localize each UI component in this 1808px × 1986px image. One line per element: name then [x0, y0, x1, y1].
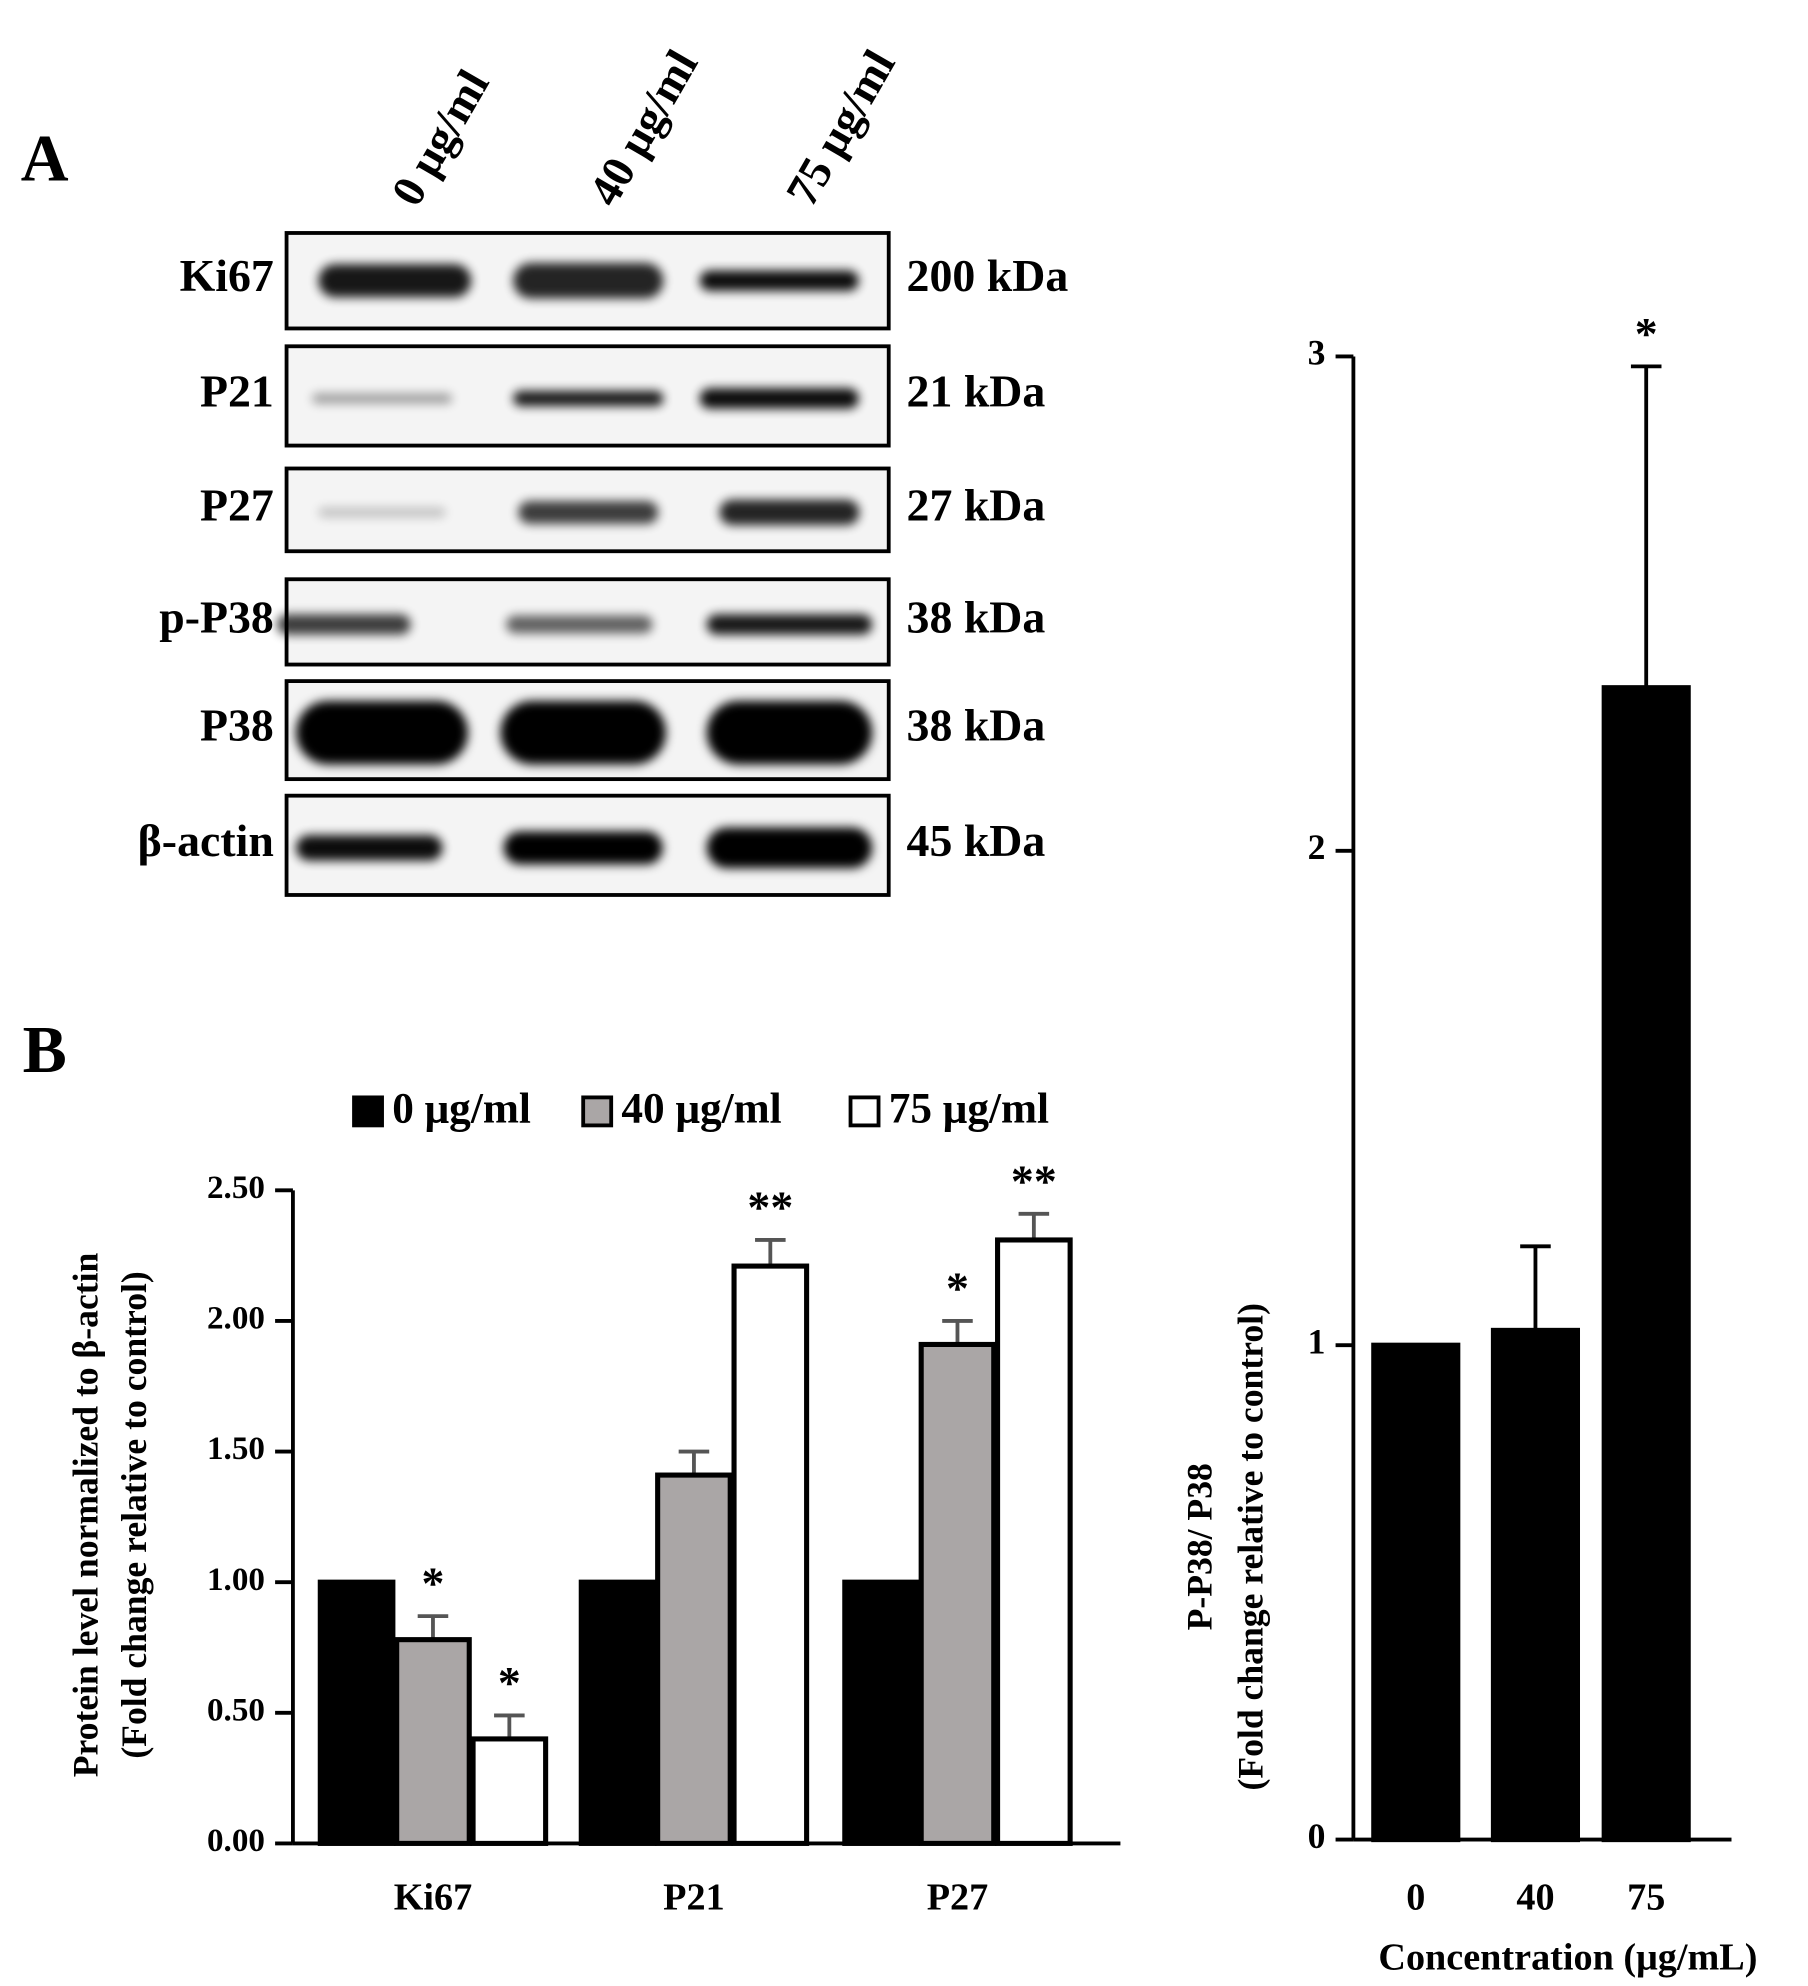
- y-axis-label: (Fold change relative to control): [114, 1271, 154, 1758]
- protein-label: P21: [200, 365, 274, 416]
- y-tick-label: 1.50: [207, 1431, 265, 1467]
- bar: [731, 1263, 810, 1846]
- bar: [1601, 685, 1691, 1843]
- panel-label: B: [23, 1014, 67, 1087]
- blot-band: [503, 831, 663, 865]
- bar: [470, 1736, 549, 1846]
- significance-label: *: [422, 1558, 445, 1609]
- legend-swatch: [352, 1095, 384, 1128]
- bar: [578, 1579, 657, 1846]
- protein-label: p-P38: [159, 591, 274, 642]
- bar: [1490, 1327, 1581, 1843]
- y-axis-label: P-P38/ P38: [1179, 1463, 1219, 1630]
- size-label: 38 kDa: [907, 591, 1046, 642]
- blot-band: [518, 500, 659, 524]
- x-tick-label: P21: [663, 1876, 725, 1918]
- blot-band: [513, 262, 664, 299]
- y-tick-label: 1: [1308, 1321, 1326, 1361]
- bar: [1371, 1342, 1461, 1843]
- legend-label: 0 μg/ml: [392, 1085, 531, 1133]
- legend-label: 40 μg/ml: [621, 1085, 781, 1133]
- blot-band: [296, 835, 443, 861]
- lane-label: 0 μg/ml: [381, 61, 499, 214]
- y-tick-label: 2: [1308, 827, 1326, 867]
- blot-band: [506, 615, 653, 634]
- blot-band: [699, 270, 859, 291]
- blot-band: [312, 393, 453, 404]
- significance-label: *: [946, 1262, 969, 1313]
- blot-band: [277, 614, 411, 635]
- x-tick-label: 40: [1516, 1876, 1554, 1918]
- y-tick-label: 2.00: [207, 1301, 265, 1337]
- protein-label: P27: [200, 479, 274, 530]
- blot-band: [706, 700, 873, 765]
- lane-label: 75 μg/ml: [776, 41, 905, 214]
- significance-label: **: [1011, 1155, 1057, 1206]
- x-tick-label: 75: [1627, 1876, 1665, 1918]
- blot-band: [318, 507, 446, 518]
- significance-label: *: [1635, 308, 1658, 359]
- bar: [918, 1341, 997, 1846]
- protein-label: β-actin: [138, 815, 274, 866]
- bar: [394, 1637, 472, 1846]
- panel-label: A: [21, 123, 69, 196]
- blot-band: [513, 390, 664, 407]
- significance-label: **: [747, 1181, 793, 1232]
- y-tick-label: 3: [1308, 333, 1326, 373]
- size-label: 27 kDa: [907, 479, 1046, 530]
- size-label: 21 kDa: [907, 365, 1046, 416]
- bar: [317, 1579, 396, 1846]
- x-tick-label: P27: [927, 1876, 989, 1918]
- protein-label: Ki67: [180, 250, 274, 301]
- significance-label: *: [498, 1657, 521, 1708]
- size-label: 38 kDa: [907, 700, 1046, 751]
- y-tick-label: 1.00: [207, 1562, 265, 1598]
- x-tick-label: Ki67: [394, 1876, 473, 1918]
- legend-label: 75 μg/ml: [889, 1085, 1049, 1133]
- legend-swatch: [848, 1095, 881, 1128]
- y-tick-label: 0.50: [207, 1692, 265, 1728]
- blot-band: [719, 499, 860, 526]
- y-axis-label: (Fold change relative to control): [1230, 1303, 1270, 1790]
- blot-band: [706, 614, 873, 635]
- size-label: 200 kDa: [907, 250, 1069, 301]
- blot-band: [699, 388, 859, 409]
- bar: [995, 1237, 1073, 1846]
- x-tick-label: 0: [1406, 1876, 1425, 1918]
- bar: [655, 1472, 733, 1846]
- y-tick-label: 0.00: [207, 1823, 265, 1859]
- x-axis-label: Concentration (μg/mL): [1378, 1936, 1757, 1978]
- blot-band: [296, 700, 468, 765]
- y-tick-label: 2.50: [207, 1170, 265, 1206]
- legend-swatch: [581, 1095, 614, 1128]
- protein-label: P38: [200, 700, 274, 751]
- y-tick-label: 0: [1308, 1816, 1326, 1856]
- size-label: 45 kDa: [907, 815, 1046, 866]
- blot-band: [706, 827, 873, 869]
- blot-band: [318, 264, 472, 298]
- y-axis-label: Protein level normalized to β-actin: [65, 1252, 105, 1777]
- blot-band: [500, 700, 666, 765]
- lane-label: 40 μg/ml: [578, 41, 707, 214]
- bar: [842, 1579, 920, 1846]
